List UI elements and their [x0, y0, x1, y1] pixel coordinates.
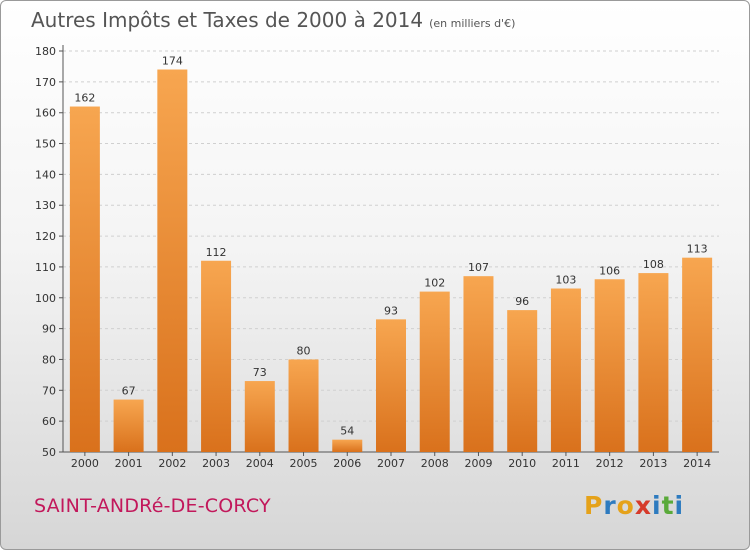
- y-tick-label: 130: [35, 199, 56, 212]
- bar: [113, 399, 144, 452]
- logo-letter: i: [674, 491, 685, 520]
- city-name: SAINT-ANDRé-DE-CORCY: [34, 495, 271, 517]
- y-tick-label: 90: [42, 323, 56, 336]
- logo-letter: P: [584, 491, 604, 520]
- y-tick-label: 110: [35, 261, 56, 274]
- bar: [69, 106, 100, 453]
- y-tick-label: 140: [35, 168, 56, 181]
- y-tick-label: 120: [35, 230, 56, 243]
- y-tick-label: 150: [35, 138, 56, 151]
- bar-value-label: 67: [122, 385, 136, 398]
- x-tick-label: 2004: [246, 457, 274, 470]
- bar-value-label: 54: [340, 425, 354, 438]
- bar: [507, 310, 538, 452]
- bar: [157, 69, 188, 452]
- bar-value-label: 108: [643, 258, 664, 271]
- bar-value-label: 162: [74, 92, 95, 105]
- x-tick-label: 2000: [71, 457, 99, 470]
- bar-value-label: 93: [384, 304, 398, 317]
- logo-letter: i: [652, 491, 662, 520]
- bar-layer: 162 67 174 112 73 80 54 93 102 107 96 103 106 108 113: [69, 55, 713, 453]
- x-tick-label: 2001: [115, 457, 143, 470]
- bar-value-label: 113: [687, 243, 708, 256]
- x-tick-label: 2009: [464, 457, 492, 470]
- bar: [332, 439, 363, 452]
- bar-value-label: 112: [206, 246, 227, 259]
- axis-layer: 50 60 70 80 90 100 110 120 130 140 150 160 170 180 200…: [35, 45, 719, 470]
- y-tick-label: 170: [35, 76, 56, 89]
- x-tick-label: 2006: [333, 457, 361, 470]
- x-tick-label: 2012: [596, 457, 624, 470]
- x-tick-label: 2011: [552, 457, 580, 470]
- chart-title: Autres Impôts et Taxes de 2000 à 2014 (en…: [31, 8, 515, 32]
- bar: [682, 257, 713, 452]
- bar: [376, 319, 406, 452]
- y-tick-label: 60: [42, 415, 56, 428]
- logo-letter: r: [603, 491, 617, 520]
- x-tick-label: 2003: [202, 457, 230, 470]
- bar: [419, 291, 450, 452]
- y-tick-label: 80: [42, 353, 56, 366]
- chart-subtitle: (en milliers d'€): [429, 17, 516, 30]
- bar-value-label: 102: [424, 277, 445, 290]
- proxiti-logo: Proxiti: [584, 491, 684, 520]
- x-tick-label: 2005: [290, 457, 318, 470]
- x-tick-label: 2014: [683, 457, 711, 470]
- bar-value-label: 73: [253, 366, 267, 379]
- bar-value-label: 107: [468, 261, 489, 274]
- bar: [463, 276, 494, 452]
- bar: [244, 381, 275, 452]
- bar-value-label: 80: [297, 344, 311, 357]
- bar-value-label: 106: [599, 264, 620, 277]
- bar-value-label: 103: [555, 274, 576, 287]
- bar: [638, 273, 669, 452]
- y-tick-label: 100: [35, 292, 56, 305]
- x-tick-label: 2002: [158, 457, 186, 470]
- bar: [288, 359, 319, 452]
- bar: [550, 288, 581, 452]
- x-tick-label: 2007: [377, 457, 405, 470]
- chart-title-text: Autres Impôts et Taxes de 2000 à 2014: [31, 8, 424, 32]
- logo-letter: x: [634, 491, 652, 520]
- x-tick-label: 2013: [639, 457, 667, 470]
- x-tick-label: 2010: [508, 457, 536, 470]
- x-tick-label: 2008: [421, 457, 449, 470]
- bar-value-label: 174: [162, 55, 183, 68]
- bar: [594, 279, 625, 452]
- y-tick-label: 160: [35, 107, 56, 120]
- logo-letter: o: [616, 491, 635, 520]
- logo-letter: t: [661, 491, 675, 520]
- y-tick-label: 50: [42, 446, 56, 459]
- y-tick-label: 180: [35, 45, 56, 58]
- y-tick-label: 70: [42, 384, 56, 397]
- bar: [201, 260, 232, 452]
- bar-value-label: 96: [515, 295, 529, 308]
